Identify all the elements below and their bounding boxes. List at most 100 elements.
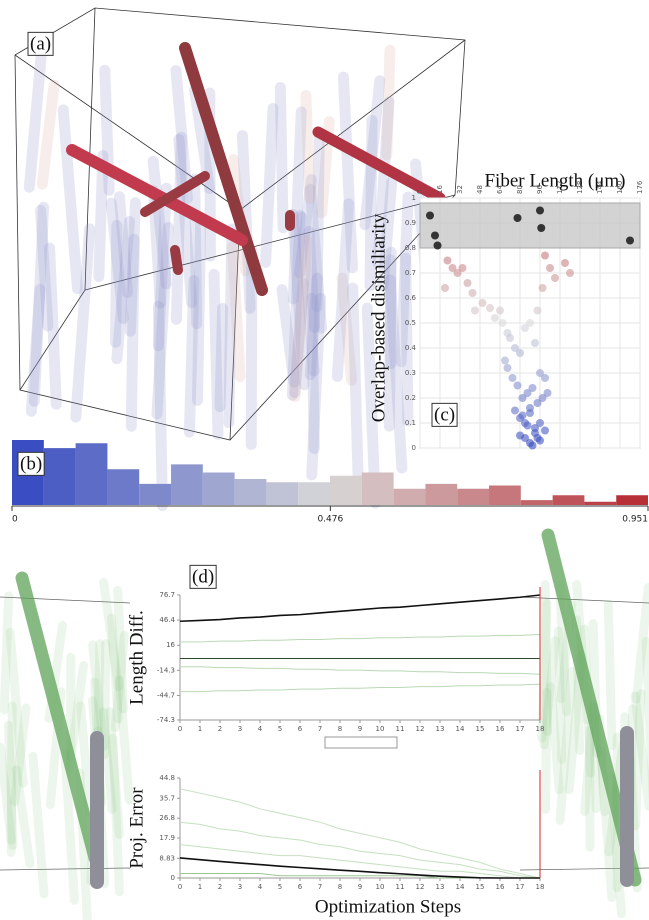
y-tick-label: 46.4 (159, 616, 175, 624)
x-tick-label: 0.951 (622, 515, 648, 525)
bar (44, 448, 76, 505)
point (464, 279, 472, 287)
y-tick-label: 0.1 (405, 419, 416, 427)
x-tick-label: 14 (456, 883, 465, 891)
y-axis-label: Overlap-based disimiliarity (368, 213, 389, 422)
y-tick-label: 76.7 (159, 591, 175, 599)
point (501, 357, 509, 365)
bar (266, 482, 298, 505)
point (491, 314, 499, 322)
y-tick-label: 8.83 (159, 854, 175, 862)
panel-label: (d) (192, 566, 214, 587)
line (180, 845, 540, 878)
panel-labels: (a) (28, 32, 53, 55)
fiber (33, 756, 44, 893)
x-tick-label: 10 (376, 883, 385, 891)
point (534, 434, 542, 442)
x-tick-label: 4 (258, 725, 263, 733)
bar (235, 479, 267, 505)
x-tick-label: 9 (358, 883, 362, 891)
x-tick-label: 6 (298, 883, 303, 891)
y-tick-label: 26.8 (159, 814, 175, 822)
panel-label: (c) (434, 404, 455, 425)
point (486, 304, 494, 312)
point (524, 422, 532, 430)
point (444, 257, 452, 265)
y-tick-label: 17.9 (159, 834, 175, 842)
bar (203, 473, 235, 506)
fiber (4, 596, 8, 710)
step-slider[interactable] (325, 737, 397, 748)
bar (584, 502, 616, 505)
y-axis-label: Proj. Error (126, 787, 147, 869)
x-tick-label: 0 (178, 725, 182, 733)
y-tick-label: -74.3 (157, 716, 175, 724)
point (516, 349, 524, 357)
bar (171, 464, 203, 505)
bar (330, 476, 362, 505)
x-tick-label: 18 (536, 883, 545, 891)
x-tick-label: 15 (476, 883, 485, 891)
point (541, 374, 549, 382)
bar (76, 443, 108, 505)
x-tick-label: 3 (238, 725, 242, 733)
x-tick-label: 9 (358, 725, 362, 733)
point (531, 339, 539, 347)
panel-label: (a) (30, 33, 51, 54)
point (479, 299, 487, 307)
x-tick-label: 3 (238, 883, 242, 891)
x-tick-label: 6 (298, 725, 303, 733)
point (544, 389, 552, 397)
bar (425, 484, 457, 505)
point (561, 259, 569, 267)
bar (298, 482, 330, 505)
fiber (280, 88, 283, 228)
point (514, 214, 522, 222)
horizon (0, 868, 130, 870)
line (180, 667, 540, 674)
y-tick-label: 0.6 (405, 294, 417, 302)
line (180, 789, 540, 878)
fiber (175, 250, 178, 270)
bar (616, 495, 648, 505)
x-tick-label: 48 (476, 185, 484, 194)
x-tick-label: 5 (278, 883, 282, 891)
x-tick-label: 16 (496, 883, 505, 891)
x-axis-label: Optimization Steps (315, 896, 461, 917)
line (180, 595, 540, 621)
x-tick-label: 11 (396, 725, 405, 733)
x-tick-label: 15 (476, 725, 485, 733)
x-tick-label: 2 (218, 883, 222, 891)
bar (489, 486, 521, 506)
x-tick-label: 0 (416, 190, 424, 194)
y-axis-label: Length Diff. (126, 610, 147, 705)
fiber (220, 308, 223, 406)
point (526, 404, 534, 412)
fiber (389, 252, 391, 426)
fiber (42, 85, 54, 184)
y-tick-label: 0.5 (405, 319, 416, 327)
point (499, 319, 507, 327)
point (546, 264, 554, 272)
y-tick-label: 0.3 (405, 369, 416, 377)
x-tick-label: 17 (516, 883, 525, 891)
point (459, 264, 467, 272)
x-tick-label: 7 (318, 883, 322, 891)
y-tick-label: 1 (412, 194, 416, 202)
figure: 016324864809611212814416017600.10.20.30.… (0, 0, 649, 920)
y-tick-label: 0.2 (405, 394, 416, 402)
point (534, 307, 542, 315)
fiber (34, 207, 43, 401)
point (509, 374, 517, 382)
x-tick-label: 13 (436, 725, 445, 733)
fiber (306, 96, 310, 199)
x-tick-label: 2 (218, 725, 222, 733)
point (529, 384, 537, 392)
x-tick-label: 4 (258, 883, 263, 891)
y-tick-label: 0 (412, 444, 416, 452)
point (506, 334, 514, 342)
fiber (99, 155, 103, 276)
point (441, 284, 449, 292)
point (541, 427, 549, 435)
x-tick-label: 16 (436, 185, 444, 194)
